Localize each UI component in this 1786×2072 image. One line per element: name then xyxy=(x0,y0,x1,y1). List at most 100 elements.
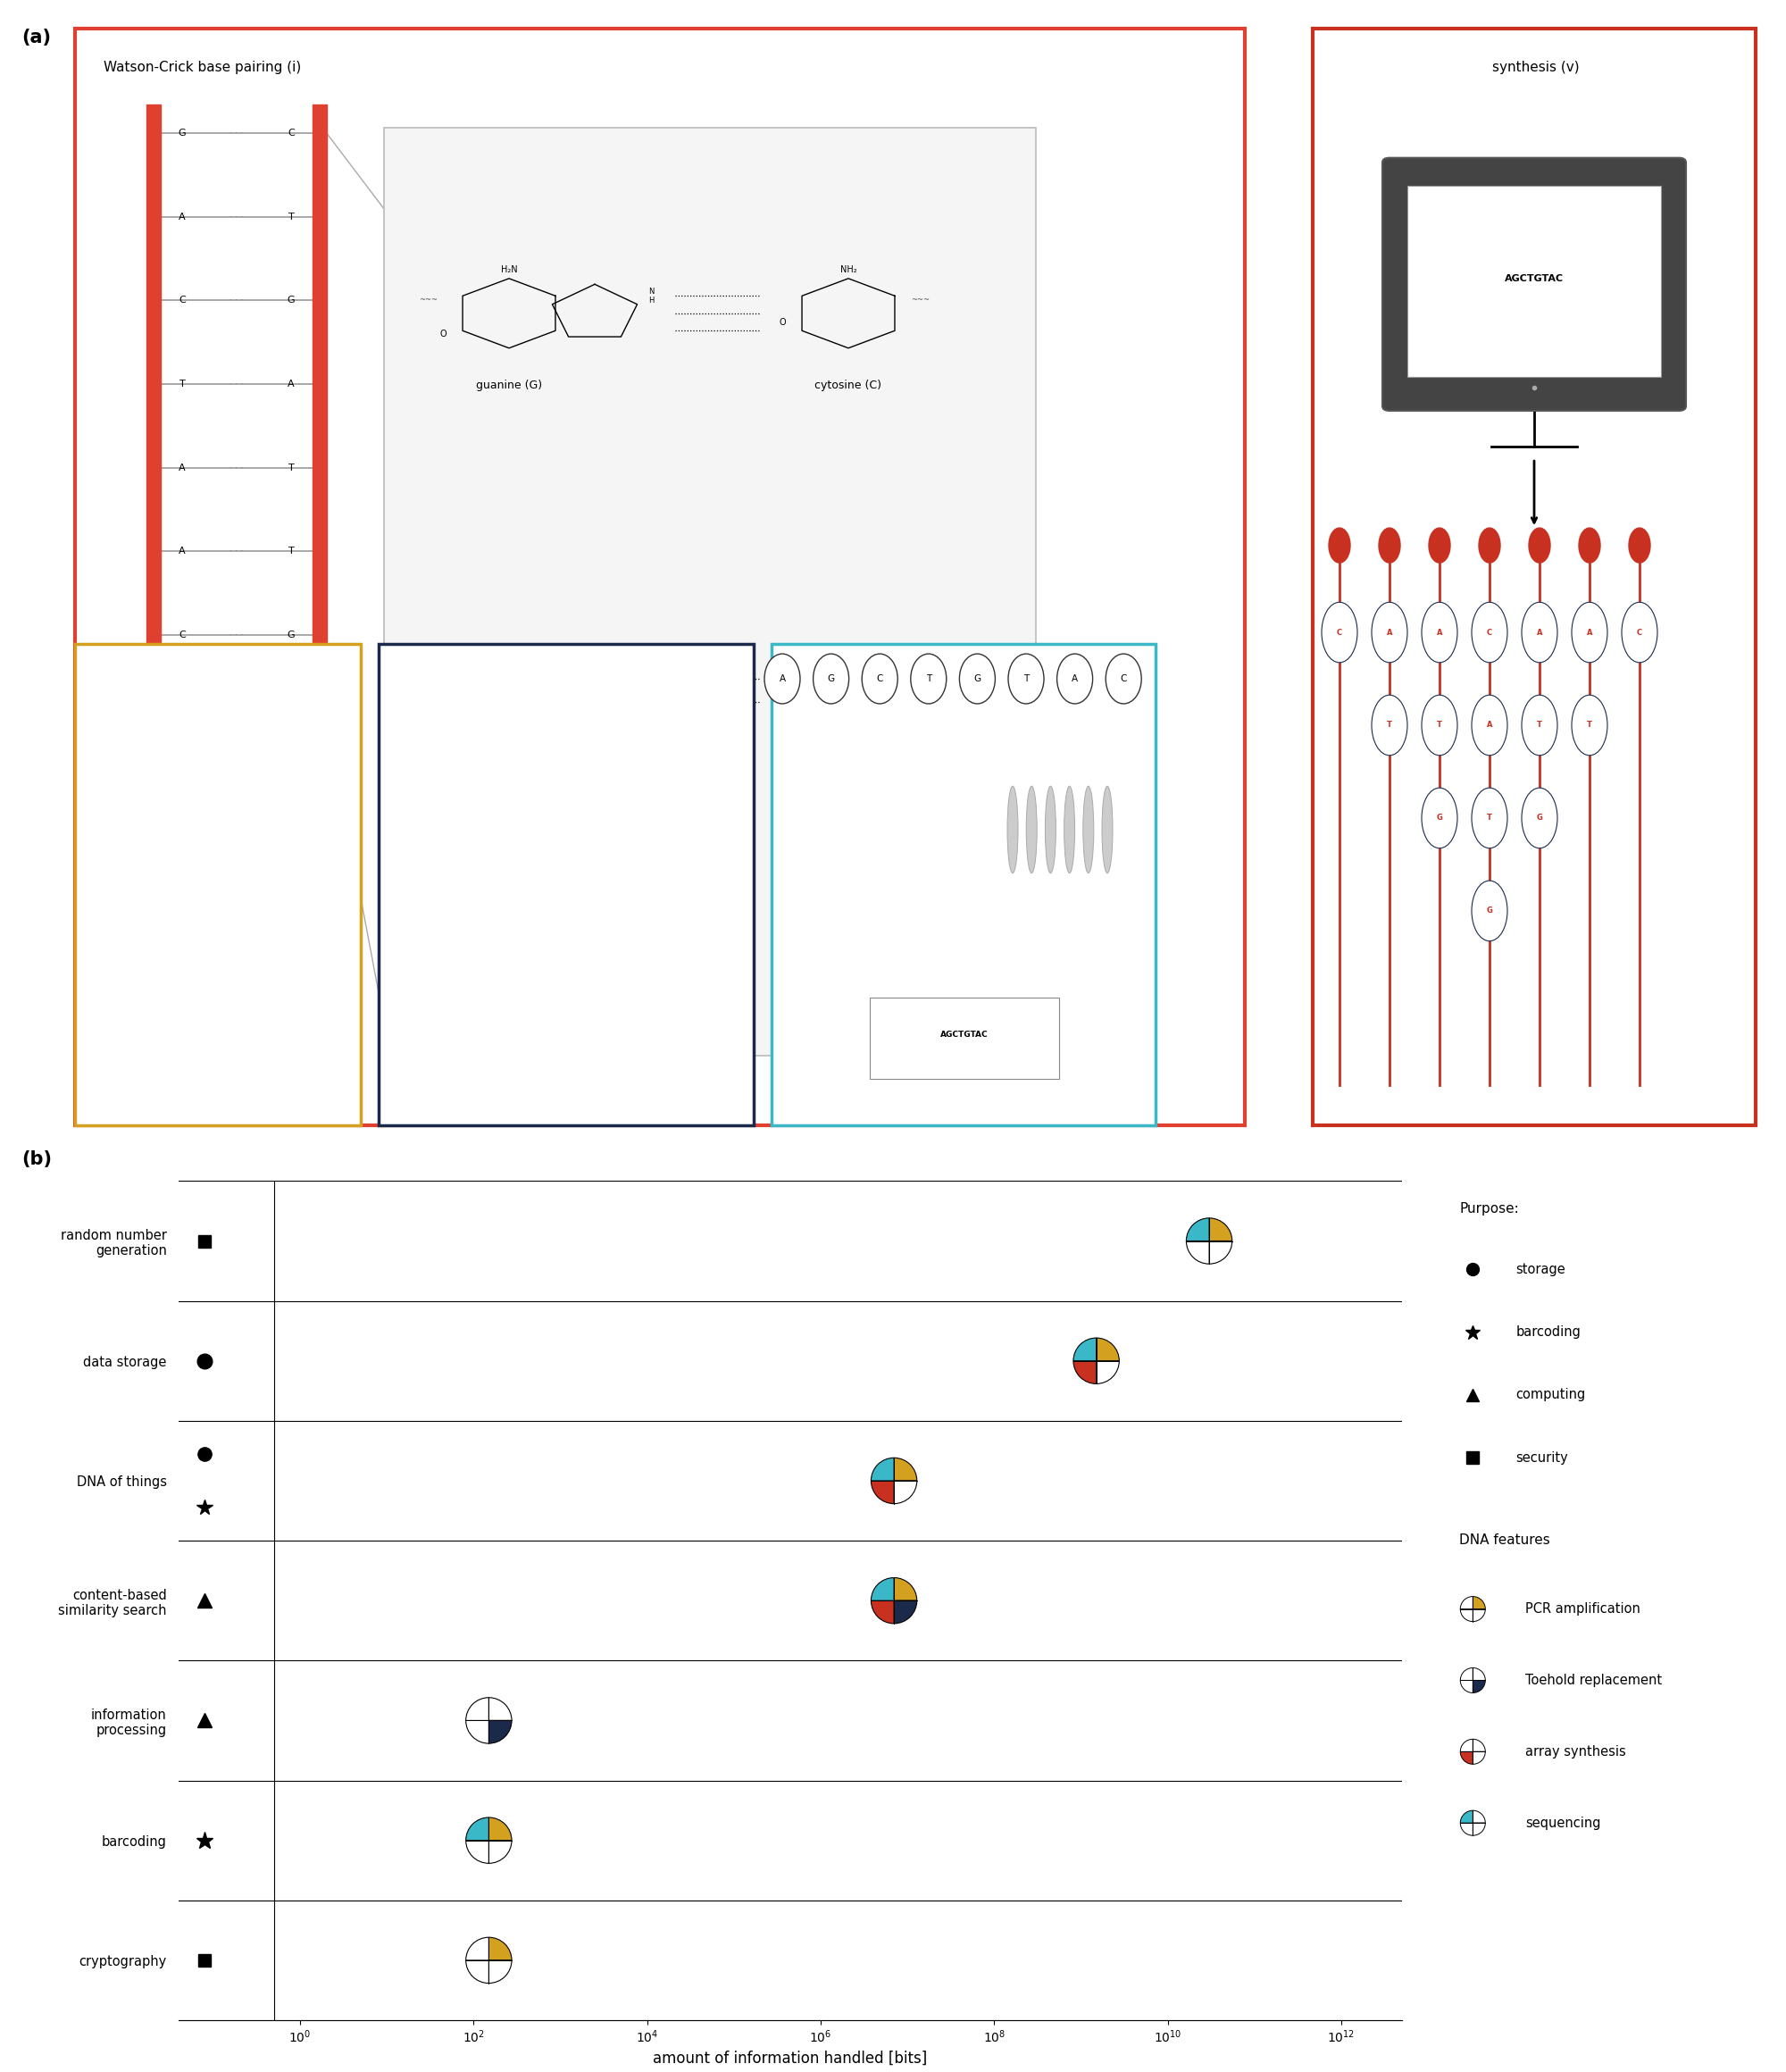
Ellipse shape xyxy=(764,655,800,704)
Text: T: T xyxy=(925,673,931,684)
Text: output: output xyxy=(484,939,516,947)
Ellipse shape xyxy=(1057,655,1093,704)
Wedge shape xyxy=(1186,1218,1209,1241)
Text: · · ·: · · · xyxy=(230,128,243,139)
Text: A: A xyxy=(179,213,186,222)
Ellipse shape xyxy=(1372,603,1407,663)
Text: array synthesis: array synthesis xyxy=(1525,1745,1627,1759)
Wedge shape xyxy=(1073,1361,1097,1384)
Text: · · ·: · · · xyxy=(230,547,243,555)
Text: A: A xyxy=(1586,628,1593,636)
Wedge shape xyxy=(489,1720,513,1743)
Wedge shape xyxy=(1461,1598,1473,1610)
Text: T: T xyxy=(1023,673,1029,684)
Text: C: C xyxy=(1486,628,1493,636)
Wedge shape xyxy=(1473,1598,1486,1610)
Text: ~~~: ~~~ xyxy=(418,678,438,686)
Wedge shape xyxy=(1473,1751,1486,1763)
X-axis label: amount of information handled [bits]: amount of information handled [bits] xyxy=(654,2051,927,2066)
Wedge shape xyxy=(1461,1811,1473,1823)
FancyBboxPatch shape xyxy=(793,798,1000,908)
Bar xyxy=(870,999,1059,1080)
Ellipse shape xyxy=(1629,528,1650,564)
Wedge shape xyxy=(466,1720,489,1743)
Text: storage: storage xyxy=(1516,1262,1566,1276)
Wedge shape xyxy=(1461,1668,1473,1680)
FancyBboxPatch shape xyxy=(1382,157,1686,410)
Wedge shape xyxy=(1209,1241,1232,1264)
Ellipse shape xyxy=(1472,603,1507,663)
Wedge shape xyxy=(1473,1811,1486,1823)
Text: G: G xyxy=(179,128,186,139)
Ellipse shape xyxy=(1102,785,1113,872)
FancyBboxPatch shape xyxy=(772,644,1156,1125)
Text: C: C xyxy=(1336,628,1343,636)
Ellipse shape xyxy=(863,655,898,704)
Wedge shape xyxy=(1473,1823,1486,1836)
Text: +: + xyxy=(450,858,461,870)
Text: Watson-Crick base pairing (i): Watson-Crick base pairing (i) xyxy=(104,60,302,75)
Text: · · ·: · · · xyxy=(230,630,243,638)
Ellipse shape xyxy=(1106,655,1141,704)
Wedge shape xyxy=(466,1937,489,1960)
Text: T: T xyxy=(288,464,295,472)
Text: A: A xyxy=(288,713,295,723)
Wedge shape xyxy=(466,1697,489,1720)
Text: G: G xyxy=(973,673,981,684)
Text: adenine (A): adenine (A) xyxy=(477,762,541,775)
Wedge shape xyxy=(1461,1823,1473,1836)
Wedge shape xyxy=(872,1459,895,1481)
Text: G: G xyxy=(288,296,295,305)
Ellipse shape xyxy=(1479,528,1500,564)
Text: (a): (a) xyxy=(21,29,50,48)
Ellipse shape xyxy=(1007,785,1018,872)
Text: C: C xyxy=(288,128,295,139)
Text: T: T xyxy=(1488,814,1491,823)
Ellipse shape xyxy=(1522,694,1557,756)
FancyBboxPatch shape xyxy=(847,976,1082,1100)
Text: · · ·: · · · xyxy=(230,213,243,222)
Text: A: A xyxy=(179,547,186,555)
Text: input: input xyxy=(536,680,561,688)
Wedge shape xyxy=(489,1840,513,1863)
FancyBboxPatch shape xyxy=(379,644,754,1125)
Text: AGCTGTAC: AGCTGTAC xyxy=(941,1032,988,1038)
Wedge shape xyxy=(1097,1361,1120,1384)
Text: T: T xyxy=(288,213,295,222)
Text: C: C xyxy=(1120,673,1127,684)
Ellipse shape xyxy=(1522,603,1557,663)
Ellipse shape xyxy=(1572,603,1607,663)
Text: T: T xyxy=(288,547,295,555)
Text: C: C xyxy=(179,296,186,305)
Text: strand displacement: strand displacement xyxy=(614,644,689,709)
Text: ~~~: ~~~ xyxy=(911,296,929,303)
Text: synthesis (v): synthesis (v) xyxy=(1493,60,1579,75)
Text: A: A xyxy=(1072,673,1079,684)
Text: · · ·: · · · xyxy=(230,713,243,723)
Text: toehold
domain: toehold domain xyxy=(393,731,425,750)
Wedge shape xyxy=(466,1960,489,1983)
Ellipse shape xyxy=(1572,694,1607,756)
Wedge shape xyxy=(466,1840,489,1863)
Ellipse shape xyxy=(1472,694,1507,756)
Wedge shape xyxy=(489,1817,513,1840)
Text: T: T xyxy=(1538,721,1541,729)
Text: T: T xyxy=(179,379,186,390)
Text: NH₂: NH₂ xyxy=(839,265,857,274)
Text: A: A xyxy=(179,464,186,472)
Ellipse shape xyxy=(813,655,848,704)
Text: O: O xyxy=(845,736,852,744)
Ellipse shape xyxy=(1064,785,1075,872)
Text: Toehold replacement: Toehold replacement xyxy=(1525,1674,1663,1687)
Text: computing: computing xyxy=(1516,1388,1586,1403)
Text: Purpose:: Purpose: xyxy=(1459,1202,1520,1216)
Wedge shape xyxy=(1209,1218,1232,1241)
Text: H₂N: H₂N xyxy=(500,265,518,274)
Text: sequencing (vi): sequencing (vi) xyxy=(918,655,1011,667)
Ellipse shape xyxy=(1082,785,1093,872)
Text: (b): (b) xyxy=(21,1150,52,1169)
Text: thymine (T): thymine (T) xyxy=(816,762,880,775)
Ellipse shape xyxy=(1522,787,1557,847)
Text: HN: HN xyxy=(773,671,786,680)
Text: · · ·: · · · xyxy=(230,379,243,390)
